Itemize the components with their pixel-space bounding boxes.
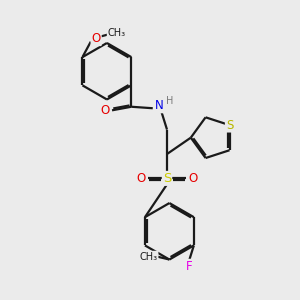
Text: S: S: [226, 118, 233, 132]
Text: O: O: [101, 104, 110, 117]
Text: N: N: [155, 99, 164, 112]
Text: O: O: [136, 172, 146, 185]
Text: O: O: [188, 172, 197, 185]
Text: CH₃: CH₃: [108, 28, 126, 38]
Text: CH₃: CH₃: [140, 252, 158, 262]
Text: S: S: [163, 172, 171, 185]
Text: O: O: [92, 32, 101, 45]
Text: F: F: [186, 260, 193, 273]
Text: H: H: [166, 96, 174, 106]
